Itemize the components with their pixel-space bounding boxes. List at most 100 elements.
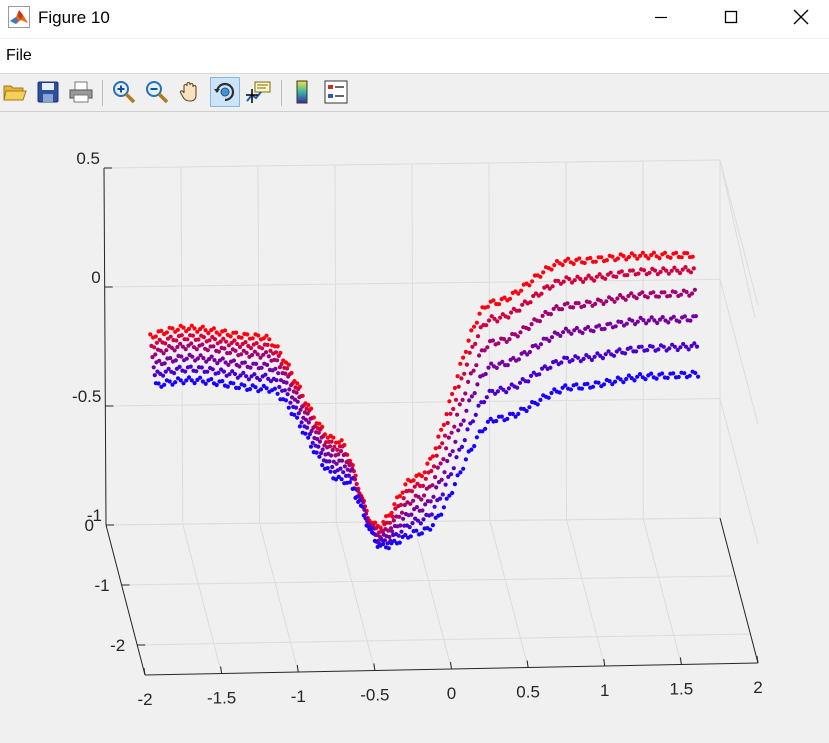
pan-button[interactable] — [175, 77, 205, 107]
data-point — [444, 483, 448, 487]
data-point — [662, 345, 666, 349]
window-title: Figure 10 — [38, 8, 110, 28]
data-point — [392, 502, 396, 506]
data-point — [472, 325, 476, 329]
data-point — [398, 541, 402, 545]
data-point — [315, 451, 319, 455]
data-point — [423, 470, 427, 474]
data-point — [424, 477, 428, 481]
maximize-button[interactable] — [708, 0, 754, 34]
print-button[interactable] — [66, 77, 96, 107]
data-point — [420, 531, 424, 535]
data-point — [176, 328, 180, 332]
data-point — [286, 392, 290, 396]
grid-line-x-wall — [566, 162, 567, 520]
data-point — [469, 328, 473, 332]
menu-file[interactable]: File — [6, 47, 32, 65]
data-point — [505, 417, 509, 421]
data-point — [265, 386, 269, 390]
data-point — [212, 326, 216, 330]
x-tick-mark — [297, 665, 298, 672]
rotate-3d-button[interactable] — [210, 77, 240, 107]
data-point — [456, 374, 460, 378]
data-point — [517, 357, 521, 361]
data-point — [307, 420, 311, 424]
data-point — [458, 402, 462, 406]
data-point — [634, 349, 638, 353]
data-point — [216, 371, 220, 375]
data-point — [506, 315, 510, 319]
data-point — [588, 256, 592, 260]
data-point — [529, 374, 533, 378]
data-point — [429, 499, 433, 503]
data-point — [683, 265, 687, 269]
data-point — [410, 489, 414, 493]
data-point — [569, 332, 573, 336]
data-point — [463, 391, 467, 395]
data-point — [692, 341, 696, 345]
data-point — [484, 372, 488, 376]
data-point — [254, 362, 258, 366]
data-point — [582, 304, 586, 308]
data-point — [367, 527, 371, 531]
close-button[interactable] — [778, 0, 824, 34]
data-point — [547, 396, 551, 400]
colorbar-button[interactable] — [287, 77, 317, 107]
data-point — [525, 409, 529, 413]
data-point — [629, 346, 633, 350]
minimize-button[interactable] — [638, 0, 684, 34]
data-point — [577, 256, 581, 260]
data-point — [530, 279, 534, 283]
data-point — [392, 518, 396, 522]
data-point — [447, 436, 451, 440]
data-point — [694, 314, 698, 318]
data-point — [601, 356, 605, 360]
colorbar-icon — [294, 80, 310, 104]
data-point — [673, 290, 677, 294]
data-point — [319, 451, 323, 455]
data-point — [353, 496, 357, 500]
data-cursor-button[interactable] — [244, 77, 274, 107]
data-point — [287, 406, 291, 410]
data-point — [298, 424, 302, 428]
open-button[interactable] — [0, 77, 30, 107]
data-point — [412, 478, 416, 482]
data-point — [419, 521, 423, 525]
data-point — [204, 382, 208, 386]
data-point — [410, 521, 414, 525]
data-point — [217, 350, 221, 354]
data-point — [683, 314, 687, 318]
data-point — [430, 483, 434, 487]
data-point — [164, 348, 168, 352]
print-icon — [69, 81, 93, 103]
data-point — [422, 493, 426, 497]
data-point — [267, 354, 271, 358]
toolbar-separator — [102, 80, 103, 106]
data-point — [486, 366, 490, 370]
data-point — [615, 296, 619, 300]
data-point — [454, 455, 458, 459]
data-point — [473, 342, 477, 346]
data-point — [585, 382, 589, 386]
save-button[interactable] — [33, 77, 63, 107]
data-point — [317, 455, 321, 459]
z-axis-line — [104, 168, 106, 525]
data-point — [452, 425, 456, 429]
data-point — [547, 339, 551, 343]
data-point — [454, 398, 458, 402]
legend-button[interactable] — [321, 77, 351, 107]
data-point — [318, 440, 322, 444]
zoom-in-button[interactable] — [109, 77, 139, 107]
data-point — [581, 280, 585, 284]
data-point — [442, 505, 446, 509]
zoom-out-button[interactable] — [142, 77, 172, 107]
data-point — [538, 319, 542, 323]
grid-line-x-floor — [336, 522, 375, 670]
data-point — [409, 513, 413, 517]
data-point — [548, 366, 552, 370]
data-point — [462, 419, 466, 423]
data-point — [274, 350, 278, 354]
matlab-logo-icon — [8, 6, 30, 28]
